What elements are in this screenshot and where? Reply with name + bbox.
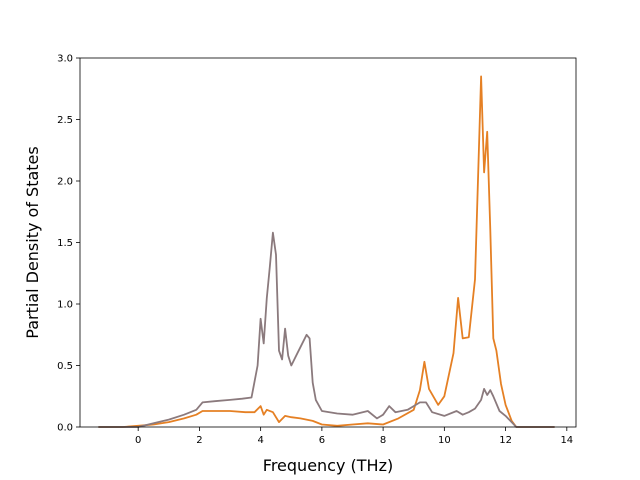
x-tick-label: 0 <box>135 435 141 446</box>
x-tick-label: 12 <box>499 435 512 446</box>
plot-area <box>80 58 576 427</box>
x-tick-label: 14 <box>560 435 573 446</box>
y-tick-label: 0.5 <box>57 361 73 372</box>
x-tick-label: 6 <box>319 435 325 446</box>
x-tick-label: 10 <box>438 435 451 446</box>
x-tick-label: 4 <box>257 435 263 446</box>
y-tick-label: 2.0 <box>57 177 73 188</box>
x-tick-label: 8 <box>380 435 386 446</box>
series-line-1 <box>98 75 555 428</box>
x-axis-label: Frequency (THz) <box>263 456 393 475</box>
y-tick-label: 2.5 <box>57 115 73 126</box>
y-tick-label: 1.0 <box>57 300 73 311</box>
series-line-2 <box>98 231 555 428</box>
x-axis: 0 2 4 6 8 10 12 14 <box>135 427 573 446</box>
series-layer <box>98 75 555 428</box>
x-tick-label: 2 <box>196 435 202 446</box>
y-axis-label: Partial Density of States <box>23 146 42 338</box>
y-tick-label: 1.5 <box>57 238 73 249</box>
y-axis: 0.0 0.5 1.0 1.5 2.0 2.5 3.0 <box>57 54 80 434</box>
y-tick-label: 3.0 <box>57 54 73 65</box>
y-tick-label: 0.0 <box>57 423 73 434</box>
